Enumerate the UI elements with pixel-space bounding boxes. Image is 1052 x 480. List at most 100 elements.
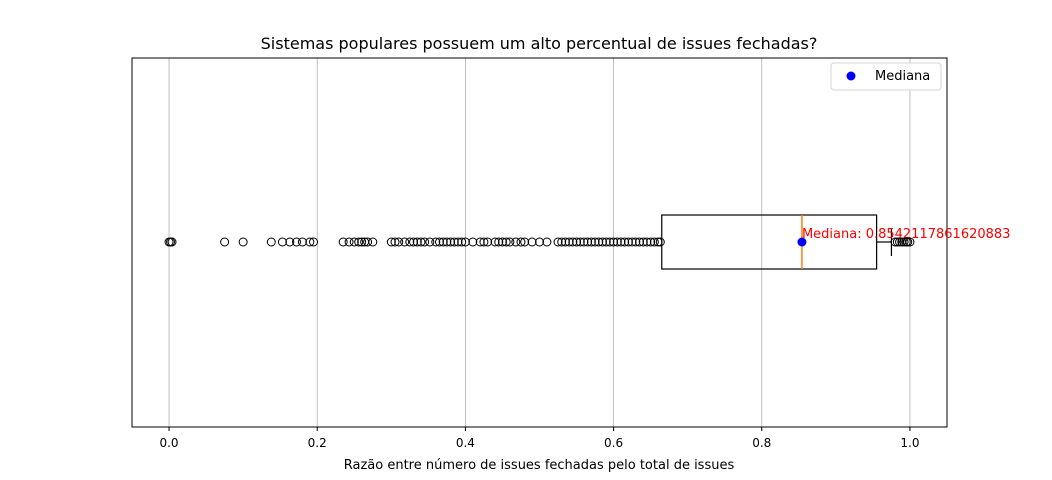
outlier-point: [291, 237, 301, 247]
chart-title: Sistemas populares possuem um alto perce…: [261, 34, 818, 53]
outlier-point: [305, 237, 315, 247]
outlier-point: [535, 237, 544, 247]
outlier-point: [609, 237, 619, 247]
outlier-point: [616, 237, 626, 247]
outlier-point: [438, 237, 448, 247]
outlier-point: [277, 237, 287, 247]
legend: Mediana: [830, 62, 942, 91]
outlier-point: [497, 237, 507, 247]
outlier-point: [309, 237, 319, 247]
outlier-point: [620, 237, 630, 247]
outlier-point: [635, 237, 645, 247]
outlier-point: [646, 237, 656, 247]
outlier-point: [363, 237, 373, 247]
outlier-point: [594, 237, 604, 247]
outlier-point: [412, 237, 422, 247]
outlier-point: [612, 237, 622, 247]
legend-label-mediana: Mediana: [875, 69, 930, 84]
legend-frame: [830, 62, 942, 91]
outlier-point: [386, 237, 396, 247]
x-tick-label: 0.0: [159, 436, 178, 450]
outlier-point: [627, 237, 637, 247]
outlier-point: [494, 237, 504, 247]
outlier-point: [564, 237, 574, 247]
outlier-point: [238, 237, 248, 247]
outlier-point: [516, 237, 526, 247]
outlier-point: [357, 237, 367, 247]
x-tick-label: 0.8: [752, 436, 771, 450]
outlier-point: [434, 237, 444, 247]
outlier-point: [527, 237, 537, 247]
outlier-point: [905, 237, 915, 247]
x-tick-label: 1.0: [900, 436, 919, 450]
outlier-point: [446, 237, 456, 247]
median-point: [797, 237, 807, 247]
x-tick-label: 0.4: [456, 436, 475, 450]
outlier-point: [583, 237, 593, 247]
outlier-point: [653, 237, 663, 247]
outlier-point: [542, 237, 552, 247]
outlier-point: [400, 237, 410, 247]
outlier-point: [579, 237, 589, 247]
outlier-point: [457, 237, 467, 247]
outlier-point: [505, 237, 515, 247]
outlier-point: [490, 237, 500, 247]
outlier-point: [553, 237, 563, 247]
outliers-group: [164, 237, 915, 247]
x-axis-label: Razão entre número de issues fechadas pe…: [344, 458, 735, 473]
legend-marker-mediana: [846, 71, 856, 81]
outlier-point: [557, 237, 567, 247]
median-annotation: Mediana: 0.8542117861620883: [802, 227, 1011, 242]
outlier-point: [167, 237, 177, 247]
outlier-point: [468, 237, 478, 247]
outlier-point: [442, 237, 452, 247]
outlier-point: [394, 237, 404, 247]
outlier-point: [297, 237, 307, 247]
outlier-point: [453, 237, 463, 247]
outlier-point: [511, 237, 521, 247]
outlier-point: [285, 237, 295, 247]
outlier-point: [368, 237, 378, 247]
outlier-point: [344, 237, 354, 247]
outlier-point: [405, 237, 415, 247]
outlier-point: [572, 237, 582, 247]
outlier-point: [649, 237, 659, 247]
outlier-point: [890, 237, 900, 247]
outlier-point: [483, 237, 493, 247]
outlier-point: [220, 237, 230, 247]
outlier-point: [605, 237, 615, 247]
outlier-point: [266, 237, 276, 247]
outlier-point: [575, 237, 585, 247]
outlier-point: [623, 237, 633, 247]
outlier-point: [349, 237, 359, 247]
outlier-point: [601, 237, 611, 247]
outlier-point: [501, 237, 511, 247]
box-iqr: [661, 214, 878, 270]
outlier-point: [638, 237, 648, 247]
outlier-point: [590, 237, 600, 247]
outlier-point: [899, 237, 909, 247]
outlier-point: [431, 237, 441, 247]
x-tick-label: 0.2: [308, 436, 327, 450]
outlier-point: [449, 237, 459, 247]
box-group: Mediana: 0.8542117861620883: [661, 214, 1011, 270]
outlier-point: [560, 237, 570, 247]
outlier-point: [475, 237, 485, 247]
outlier-point: [597, 237, 607, 247]
outlier-point: [568, 237, 578, 247]
x-tick-label: 0.6: [604, 436, 623, 450]
outlier-point: [425, 237, 435, 247]
outlier-point: [409, 237, 419, 247]
outlier-point: [903, 237, 913, 247]
outlier-point: [338, 237, 348, 247]
outlier-point: [892, 237, 902, 247]
outlier-point: [354, 237, 364, 247]
outlier-point: [631, 237, 641, 247]
outlier-point: [460, 237, 470, 247]
x-axis: 0.0 0.2 0.4 0.6 0.8 1.0: [159, 427, 920, 450]
outlier-point: [479, 237, 489, 247]
outlier-point: [520, 237, 530, 247]
outlier-point: [420, 237, 430, 247]
outlier-point: [390, 237, 400, 247]
